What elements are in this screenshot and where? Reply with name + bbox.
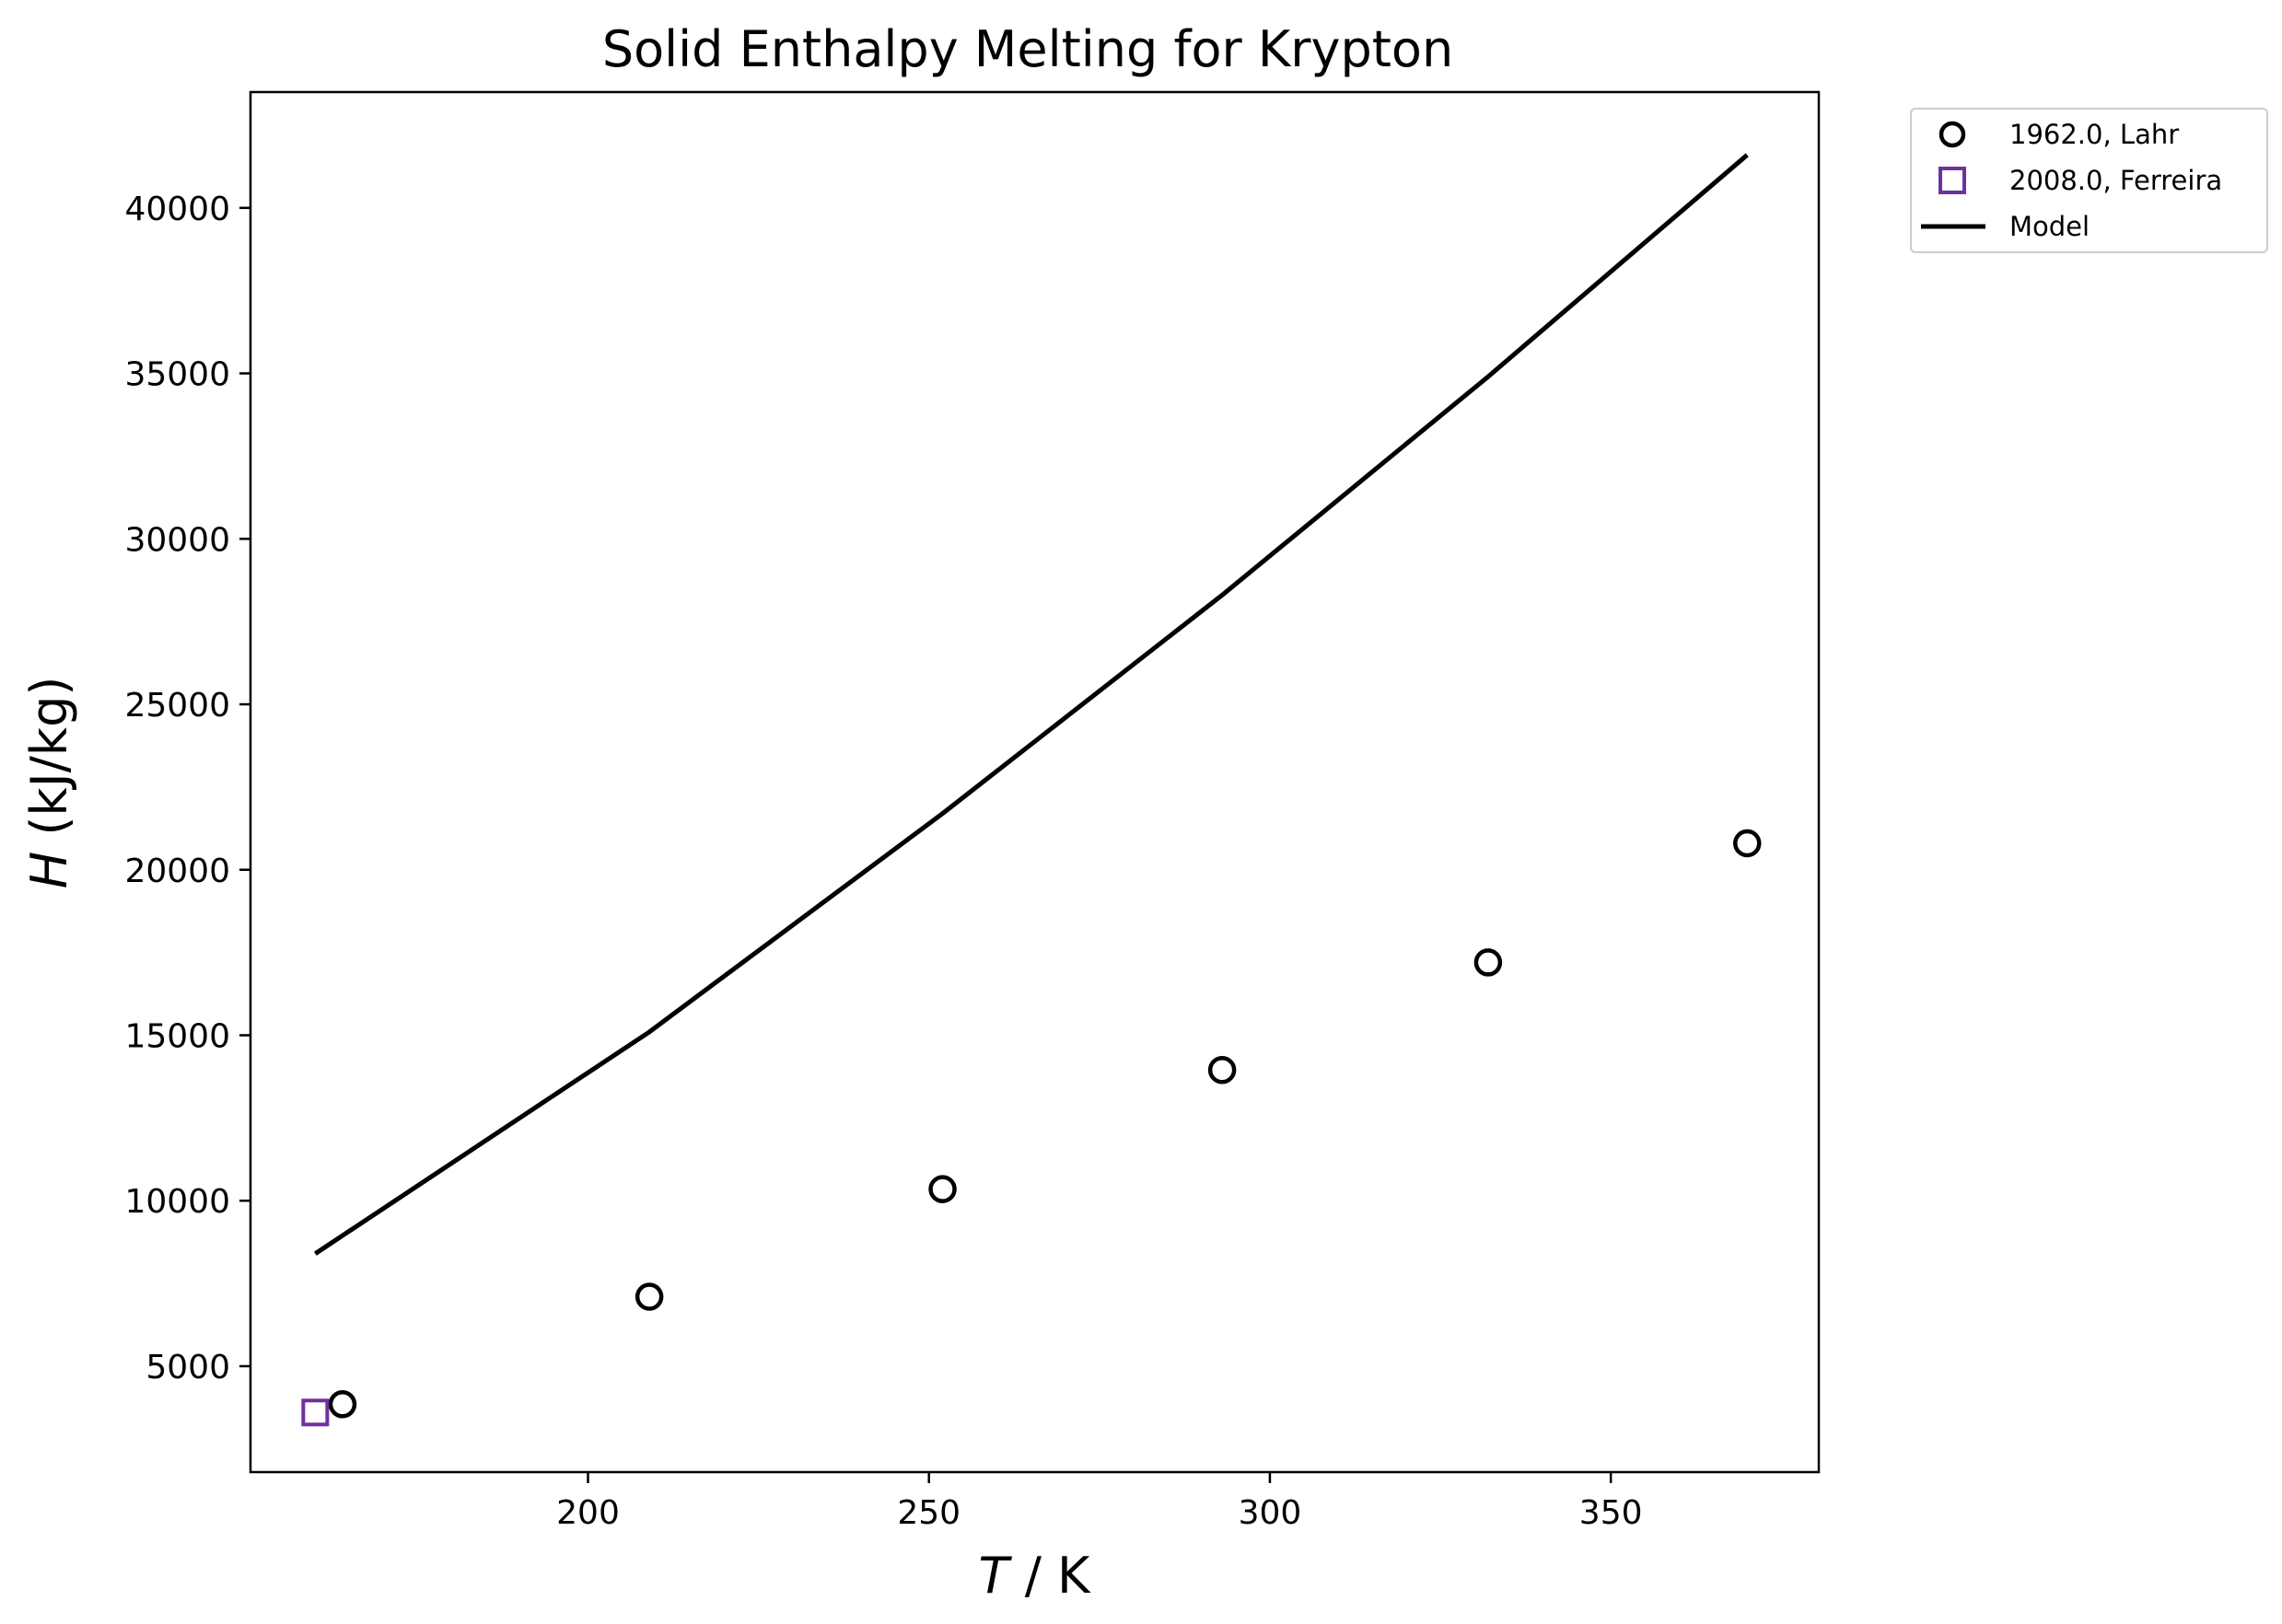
data-point-1962-0-lahr [635, 1282, 664, 1311]
x-axis-unit: / K [1009, 1547, 1092, 1605]
x-tick-label: 250 [897, 1494, 961, 1532]
y-axis: 5000 10000 15000 20000 25000 30000 35000 40000 [124, 191, 250, 1386]
legend: 1962.0, Lahr 2008.0, Ferreira Model [1910, 108, 2268, 253]
legend-label: 1962.0, Lahr [2009, 119, 2179, 150]
legend-label: Model [2009, 211, 2090, 242]
x-tick-label: 350 [1579, 1494, 1643, 1532]
y-axis-variable: H [20, 852, 78, 889]
x-axis-label: T / K [979, 1547, 1092, 1605]
y-tick-label: 5000 [146, 1349, 230, 1386]
data-point-1962-0-lahr [1207, 1055, 1237, 1085]
y-axis-label: H (kJ/kg) [20, 677, 78, 889]
x-axis: 200 250 300 350 [556, 1472, 1643, 1532]
data-point-2008-0-ferreira [301, 1398, 330, 1427]
y-tick-label: 40000 [124, 191, 230, 228]
data-point-1962-0-lahr [328, 1390, 357, 1419]
series-layer [301, 153, 1762, 1427]
y-tick-label: 20000 [124, 853, 230, 890]
legend-circle-marker [1939, 121, 1966, 148]
x-axis-variable: T [979, 1547, 1013, 1605]
plot-frame [249, 90, 1821, 1474]
chart-title: Solid Enthalpy Melting for Krypton [602, 20, 1453, 78]
y-tick-label: 10000 [124, 1183, 230, 1221]
y-tick-label: 15000 [124, 1017, 230, 1055]
y-axis-unit: (kJ/kg) [20, 677, 78, 852]
x-tick-label: 300 [1239, 1494, 1302, 1532]
legend-box [1910, 108, 2268, 253]
series-line-model [313, 153, 1749, 1256]
y-tick-label: 25000 [124, 687, 230, 725]
legend-label: 2008.0, Ferreira [2009, 165, 2222, 196]
data-point-1962-0-lahr [1733, 829, 1762, 858]
data-point-1962-0-lahr [928, 1175, 957, 1203]
legend-square-marker [1939, 167, 1966, 194]
y-tick-label: 35000 [124, 356, 230, 394]
y-tick-label: 30000 [124, 521, 230, 559]
x-tick-label: 200 [556, 1494, 620, 1532]
data-point-1962-0-lahr [1473, 948, 1503, 977]
plot-area [249, 90, 1821, 1474]
